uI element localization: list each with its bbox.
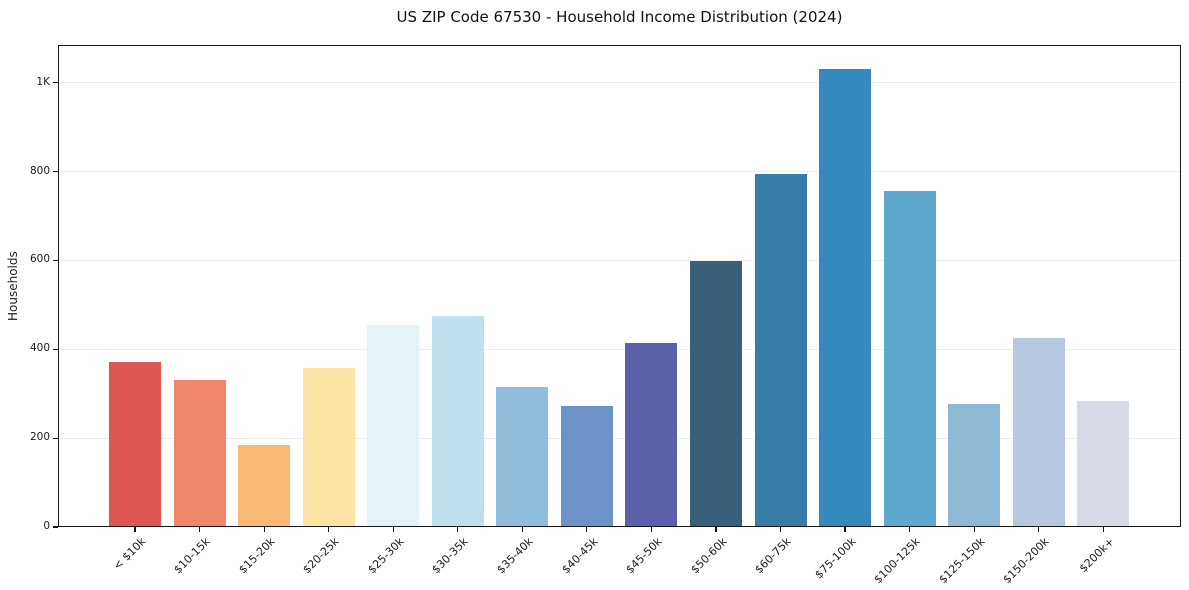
y-tick-label: 200 <box>29 431 50 444</box>
y-tick <box>53 526 58 528</box>
y-tick-label: 600 <box>29 253 50 266</box>
x-tick-label: $35-40k <box>494 535 536 577</box>
x-tick-label: $45-50k <box>623 535 665 577</box>
x-tick <box>198 527 201 532</box>
x-tick-label: $25-30k <box>365 535 407 577</box>
bar <box>238 444 291 527</box>
x-tick-label: $40-45k <box>558 535 601 577</box>
x-tick-label: $15-20k <box>236 535 278 577</box>
bar <box>689 261 742 527</box>
y-tick <box>53 82 58 84</box>
x-tick <box>779 527 782 532</box>
plot-area <box>58 45 1181 527</box>
x-tick <box>328 527 330 532</box>
bar <box>431 316 484 527</box>
x-tick <box>392 527 394 532</box>
x-tick <box>844 527 846 532</box>
bar <box>302 367 355 527</box>
gridline <box>58 259 1181 261</box>
x-tick-label: $125-150k <box>936 535 988 587</box>
x-tick-label: $150-200k <box>1000 535 1052 587</box>
bar <box>173 379 226 527</box>
x-tick <box>715 527 717 532</box>
x-tick <box>521 527 523 532</box>
bar <box>948 403 1001 527</box>
x-tick-label: $100-125k <box>871 535 923 587</box>
x-tick-label: $20-25k <box>300 535 342 577</box>
y-tick-label: 800 <box>29 164 50 177</box>
x-tick-label: $75-100k <box>812 535 859 582</box>
x-tick-label: $60-75k <box>752 535 794 577</box>
gridline <box>58 437 1181 439</box>
bar <box>109 362 161 527</box>
gridline <box>58 82 1181 84</box>
x-tick <box>650 527 652 532</box>
x-tick-label: < $10k <box>110 535 149 573</box>
y-tick <box>53 437 58 439</box>
x-tick <box>263 527 265 532</box>
x-tick <box>909 527 911 532</box>
y-tick-label: 400 <box>29 342 50 355</box>
bar <box>496 387 549 527</box>
y-tick-label: 1K <box>36 75 50 88</box>
x-tick-label: $50-60k <box>687 535 730 577</box>
bar <box>625 343 678 527</box>
bar <box>819 68 872 527</box>
bar <box>883 190 936 527</box>
chart-title: US ZIP Code 67530 - Household Income Dis… <box>396 8 843 26</box>
x-tick <box>1102 527 1104 532</box>
y-axis-label: Households <box>6 251 20 321</box>
bar <box>1077 400 1130 527</box>
bar <box>560 406 613 527</box>
bar <box>1012 338 1065 527</box>
x-tick <box>586 527 588 532</box>
bar <box>754 173 807 527</box>
x-tick-label: $10-15k <box>171 535 213 577</box>
x-tick-label: $200k+ <box>1076 535 1117 576</box>
y-tick <box>53 171 58 173</box>
x-tick <box>1038 527 1040 532</box>
x-tick <box>134 527 136 532</box>
gridline <box>58 171 1181 173</box>
bar <box>367 325 420 527</box>
y-tick-label: 0 <box>43 520 50 532</box>
x-tick-label: $30-35k <box>429 535 471 577</box>
x-tick <box>457 527 459 532</box>
gridline <box>58 348 1181 350</box>
x-tick <box>973 527 975 532</box>
y-tick <box>53 348 58 350</box>
y-tick <box>53 259 58 262</box>
